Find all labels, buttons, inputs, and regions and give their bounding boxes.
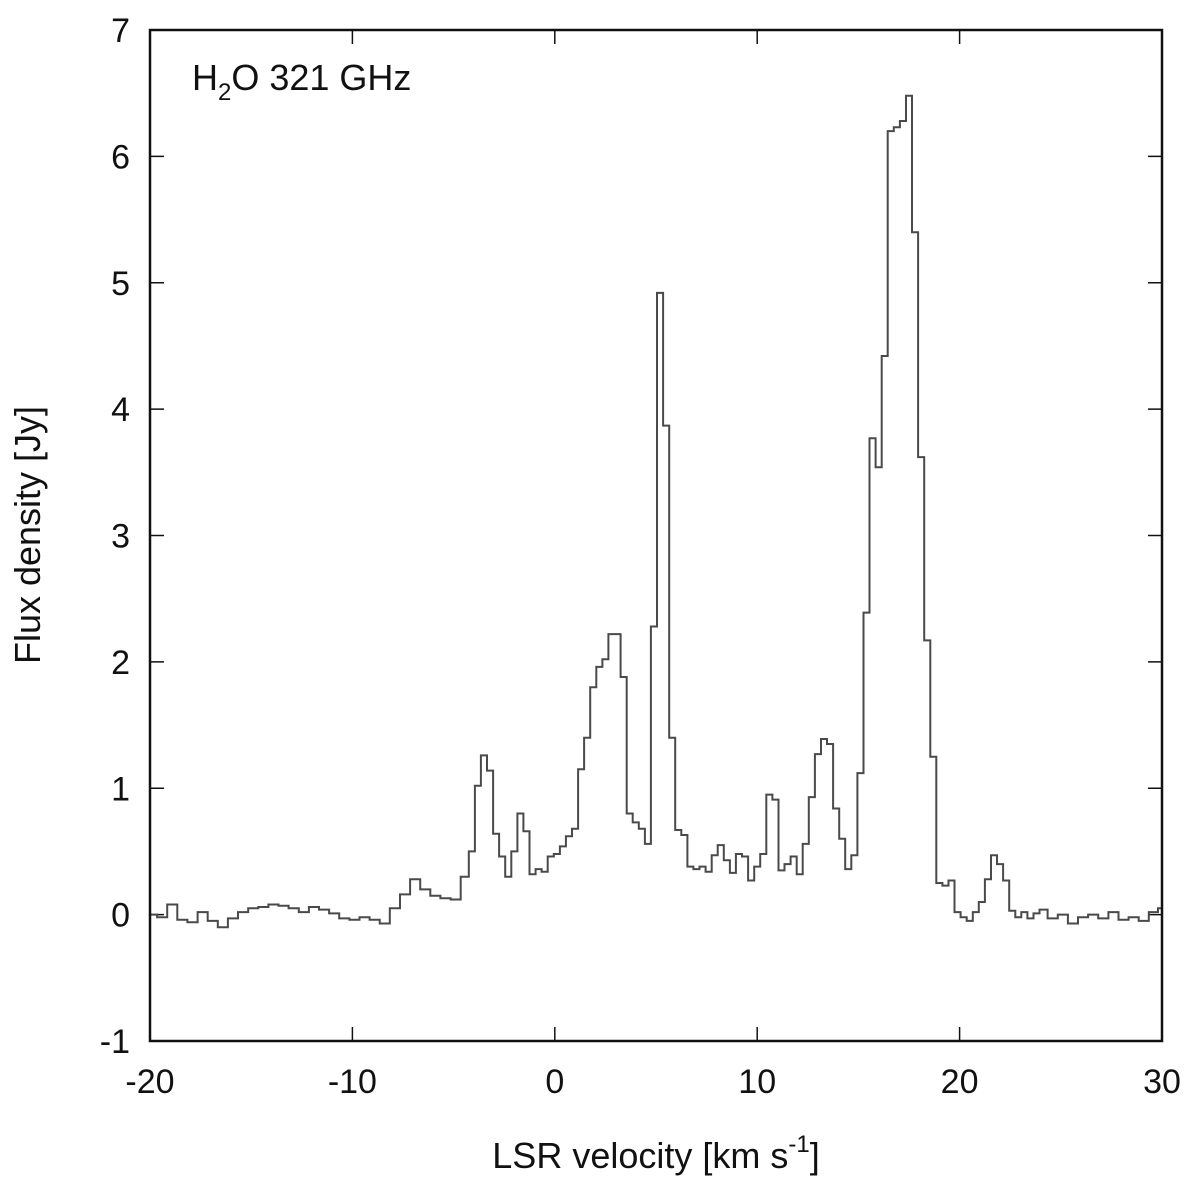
y-tick-label: 1: [111, 770, 130, 808]
y-tick-label: 3: [111, 518, 130, 556]
annotation-main-a: H: [192, 57, 218, 98]
chart-annotation: H2O 321 GHz: [192, 57, 411, 106]
x-tick-label: -10: [328, 1063, 377, 1101]
x-axis-label-main: LSR velocity [km s: [492, 1135, 788, 1176]
y-tick-label: 7: [111, 12, 130, 50]
y-tick-label: 5: [111, 265, 130, 303]
annotation-main-b: O 321 GHz: [231, 57, 411, 98]
x-axis-ticks: -20 -10 0 10 20 30: [125, 30, 1181, 1101]
y-tick-label: 0: [111, 897, 130, 935]
x-axis-label-superscript: -1: [788, 1131, 809, 1158]
y-tick-label: -1: [100, 1023, 130, 1061]
plot-frame: [148, 28, 1164, 1043]
y-tick-label: 4: [111, 391, 130, 429]
y-axis-ticks: -1 0 1 2 3 4 5 6 7: [100, 12, 1162, 1061]
spectrum-series-line: [150, 94, 1162, 929]
x-tick-label: 0: [545, 1063, 564, 1101]
y-tick-label: 2: [111, 644, 130, 682]
x-tick-label: 30: [1143, 1063, 1181, 1101]
x-axis-label-tail: ]: [810, 1135, 820, 1176]
x-tick-label: -20: [125, 1063, 174, 1101]
plot-area: [150, 94, 1162, 929]
y-axis-label: Flux density [Jy]: [7, 406, 48, 664]
y-tick-label: 6: [111, 138, 130, 176]
annotation-subscript: 2: [218, 79, 231, 106]
x-tick-label: 20: [941, 1063, 979, 1101]
x-axis-label: LSR velocity [km s-1]: [492, 1131, 819, 1176]
x-tick-label: 10: [738, 1063, 776, 1101]
